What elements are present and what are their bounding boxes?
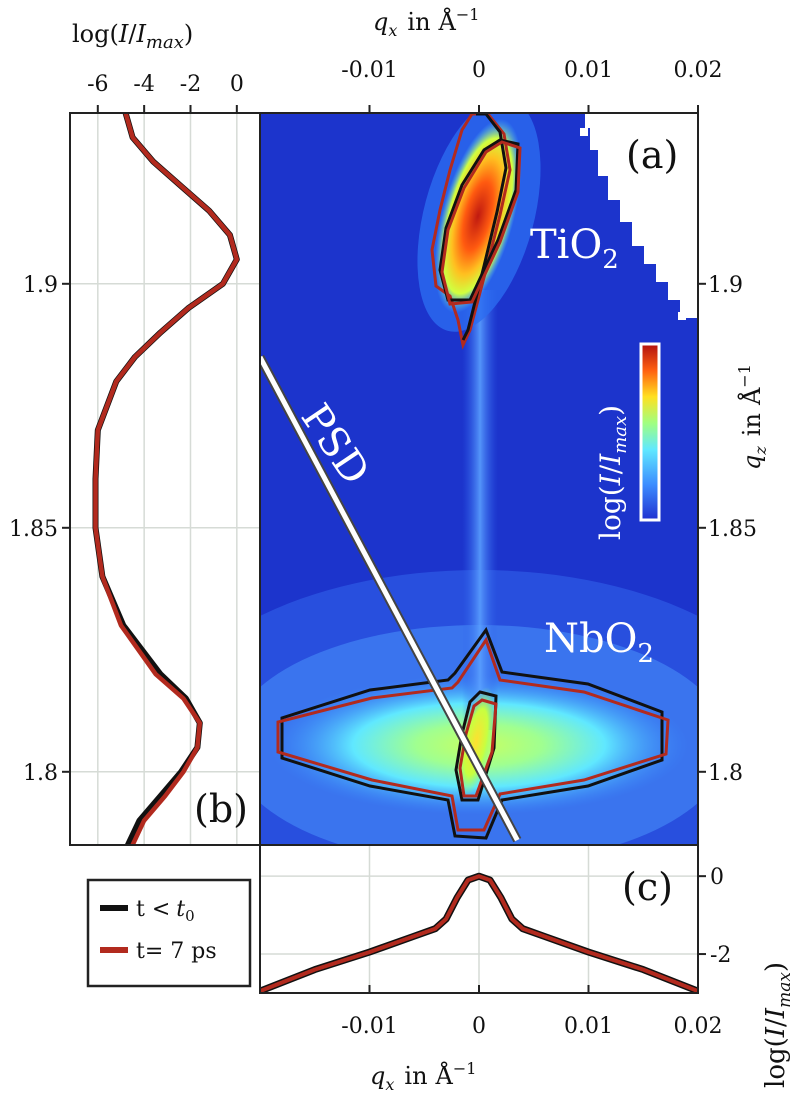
tio2-peak — [434, 118, 522, 314]
panel-a-xtick-label: 0 — [472, 58, 486, 83]
panel-c-ytick-label: -2 — [710, 943, 731, 968]
panel-a-xtick-label: 0.02 — [674, 58, 723, 83]
panel-c-ytick-label: 0 — [710, 865, 724, 890]
colorbar-label: log(I/Imax) — [594, 405, 631, 540]
panel-b-frame — [69, 112, 261, 846]
colorbar-gradient — [639, 342, 661, 522]
panel-c-letter: (c) — [622, 865, 673, 909]
panel-a-xlabel: qx in Å−1 — [373, 5, 479, 40]
panel-c-series-1 — [260, 874, 698, 993]
panel-c-axes: -0.01 0 0.01 0.02 -2 0 — [341, 865, 731, 1039]
panel-b-xtick-label: -6 — [87, 72, 108, 97]
panel-a-right-axis: 1.8 1.85 1.9 — [698, 273, 757, 786]
panel-b-ytick-label: 1.85 — [9, 517, 58, 542]
panel-a-xtick-label: 0.01 — [564, 58, 613, 83]
panel-b-xtick-label: -2 — [180, 72, 201, 97]
no-data-region — [585, 113, 698, 318]
panel-c-lines — [260, 872, 698, 993]
panel-c-xtick-label: 0.01 — [564, 1014, 613, 1039]
nbo2-contour-outer-dark — [280, 626, 664, 840]
panel-b-series-1 — [93, 113, 240, 845]
panel-a: (a) TiO2 NbO2 PSD log(I/Imax) -0.01 0 0.01… — [259, 5, 770, 846]
panel-c-xtick-label: -0.01 — [341, 1014, 397, 1039]
nbo2-contour-outer — [276, 636, 670, 832]
panel-a-ytick-label: 1.9 — [708, 273, 743, 298]
panel-a-ytick-label: 1.8 — [708, 761, 743, 786]
panel-a-top-axis: -0.01 0 0.01 0.02 — [341, 58, 722, 113]
panel-b-xlabel: log(I/Imax) — [72, 20, 193, 53]
panel-b-lines — [92, 113, 240, 845]
annotation-nbo2: NbO2 — [544, 616, 654, 669]
panel-b-letter: (b) — [194, 787, 248, 831]
panel-b-ytick-label: 1.9 — [23, 273, 58, 298]
legend: t < t0 t= 7 ps — [86, 878, 252, 988]
panel-c-xlabel: qx in Å−1 — [370, 1059, 476, 1094]
psd-line — [260, 354, 522, 843]
legend-label-before: t < t0 — [136, 897, 195, 925]
panel-c-xtick-label: 0.02 — [674, 1014, 723, 1039]
panel-a-letter: (a) — [626, 133, 678, 177]
colorbar: log(I/Imax) — [594, 342, 661, 540]
tio2-contour-inner — [440, 140, 522, 306]
panel-b-xtick-label: -4 — [133, 72, 154, 97]
nbo2-peak-core — [456, 687, 496, 797]
panel-b-xtick-label: 0 — [230, 72, 244, 97]
nbo2-contours — [276, 626, 670, 840]
vertical-streak — [462, 290, 498, 730]
tio2-contours — [430, 113, 522, 350]
panel-a-ylabel: qzinÅ−1 — [735, 364, 770, 470]
panel-a-xtick-label: -0.01 — [341, 58, 397, 83]
tio2-contour-outer-dark — [461, 113, 508, 341]
panel-c: -0.01 0 0.01 0.02 -2 0 (c) qx in Å−1 log(I/Imax… — [259, 844, 792, 1094]
legend-label-7ps: t= 7 ps — [136, 939, 217, 964]
panel-b-axes: -6 -4 -2 0 1.8 1.85 1.9 — [9, 72, 244, 786]
panel-b: -6 -4 -2 0 1.8 1.85 1.9 (b) log(I/Imax) — [9, 20, 261, 846]
legend-box — [86, 878, 252, 988]
annotation-tio2: TiO2 — [530, 222, 619, 275]
panel-b-ytick-label: 1.8 — [23, 761, 58, 786]
panel-c-xtick-label: 0 — [472, 1014, 486, 1039]
panel-c-ylabel: log(I/Imax) — [761, 962, 792, 1088]
nbo2-contour-inner — [458, 698, 498, 798]
tio2-contour-outer — [430, 113, 512, 350]
panel-a-ytick-label: 1.85 — [708, 517, 757, 542]
